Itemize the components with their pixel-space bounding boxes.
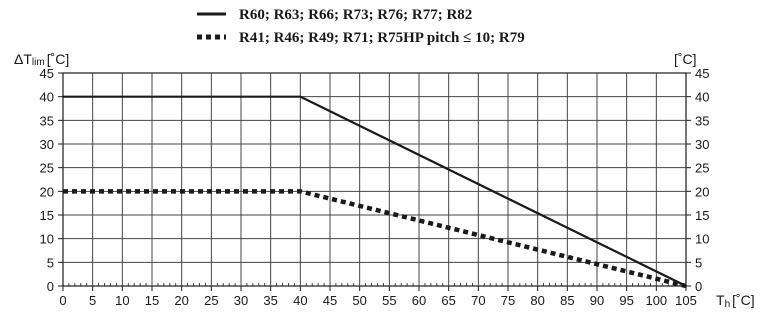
x-tick-label: 50 bbox=[352, 293, 366, 308]
y-tick-label-right: 15 bbox=[695, 208, 709, 223]
y-tick-label-right: 40 bbox=[695, 90, 709, 105]
y-tick-label-left: 15 bbox=[40, 208, 54, 223]
x-tick-label: 35 bbox=[263, 293, 277, 308]
x-tick-label: 40 bbox=[293, 293, 307, 308]
x-tick-label: 75 bbox=[501, 293, 515, 308]
y-tick-label-right: 30 bbox=[695, 137, 709, 152]
grid bbox=[62, 72, 687, 287]
y-tick-label-left: 5 bbox=[47, 255, 54, 270]
y-tick-label-right: 20 bbox=[695, 184, 709, 199]
y-tick-label-right: 0 bbox=[695, 279, 702, 294]
series-line-solid bbox=[63, 95, 687, 287]
y-tick-label-right: 5 bbox=[695, 255, 702, 270]
x-tick-label: 95 bbox=[619, 293, 633, 308]
tick-labels: 0 5 10 15 20 25 30 35 40 45 50 55 60 65 70 75 80 85 90 95 10… bbox=[40, 66, 710, 308]
y-tick-label-left: 0 bbox=[47, 279, 54, 294]
x-tick-label: 5 bbox=[89, 293, 96, 308]
y-tick-label-left: 40 bbox=[40, 90, 54, 105]
y-tick-label-left: 10 bbox=[40, 232, 54, 247]
y-tick-label-left: 30 bbox=[40, 137, 54, 152]
y-tick-label-left: 45 bbox=[40, 66, 54, 81]
y-tick-label-right: 10 bbox=[695, 232, 709, 247]
series-line-dotted bbox=[63, 189, 687, 289]
x-tick-label: 85 bbox=[560, 293, 574, 308]
x-tick-label: 90 bbox=[590, 293, 604, 308]
y-tick-label-left: 25 bbox=[40, 161, 54, 176]
plot-frame bbox=[62, 72, 687, 287]
legend: R60; R63; R66; R73; R76; R77; R82 R41; R… bbox=[197, 7, 525, 46]
x-tick-label: 55 bbox=[382, 293, 396, 308]
y-axis-right-label: [˚C] bbox=[674, 51, 697, 67]
y-axis-left-label: ΔTlim [˚C] bbox=[14, 51, 69, 68]
x-tick-label: 60 bbox=[412, 293, 426, 308]
y-tick-label-right: 35 bbox=[695, 113, 709, 128]
legend-label-dotted: R41; R46; R49; R71; R75HP pitch ≤ 10; R7… bbox=[239, 30, 525, 46]
x-tick-label: 30 bbox=[234, 293, 248, 308]
x-tick-label: 70 bbox=[471, 293, 485, 308]
y-tick-label-left: 20 bbox=[40, 184, 54, 199]
y-tick-label-left: 35 bbox=[40, 113, 54, 128]
x-tick-label: 20 bbox=[174, 293, 188, 308]
x-tick-label: 80 bbox=[530, 293, 544, 308]
x-tick-label: 100 bbox=[645, 293, 667, 308]
x-tick-label: 65 bbox=[441, 293, 455, 308]
tick-marks bbox=[58, 72, 691, 291]
x-axis-label: Th [˚C] bbox=[716, 292, 755, 310]
y-tick-label-right: 25 bbox=[695, 161, 709, 176]
legend-label-solid: R60; R63; R66; R73; R76; R77; R82 bbox=[239, 7, 472, 23]
x-tick-label: 25 bbox=[204, 293, 218, 308]
x-tick-label: 10 bbox=[115, 293, 129, 308]
x-tick-label: 45 bbox=[323, 293, 337, 308]
x-tick-label: 15 bbox=[145, 293, 159, 308]
x-tick-label: 105 bbox=[675, 293, 697, 308]
x-tick-label: 0 bbox=[59, 293, 66, 308]
y-tick-label-right: 45 bbox=[695, 66, 709, 81]
series bbox=[63, 95, 687, 289]
